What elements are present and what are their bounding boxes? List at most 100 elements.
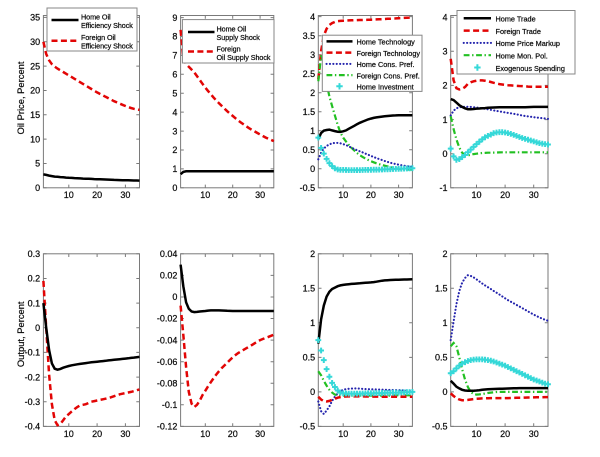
- svg-text:1.5: 1.5: [435, 284, 448, 294]
- svg-text:10: 10: [200, 190, 210, 200]
- svg-text:0.5: 0.5: [435, 353, 448, 363]
- svg-text:-0.04: -0.04: [157, 335, 178, 345]
- svg-text:-0.5: -0.5: [300, 422, 316, 432]
- svg-text:0: 0: [442, 387, 447, 397]
- svg-text:0.04: 0.04: [160, 249, 178, 259]
- svg-text:30: 30: [120, 429, 130, 439]
- svg-text:2: 2: [172, 145, 177, 155]
- svg-text:10: 10: [200, 429, 210, 439]
- svg-text:1: 1: [310, 318, 315, 328]
- svg-text:20: 20: [366, 429, 376, 439]
- svg-text:Oil Price, Percent: Oil Price, Percent: [15, 61, 26, 134]
- svg-text:0.02: 0.02: [160, 271, 178, 281]
- svg-text:3: 3: [310, 50, 315, 60]
- svg-text:Efficiency Shock: Efficiency Shock: [81, 21, 133, 30]
- svg-text:3: 3: [442, 47, 447, 57]
- svg-text:30: 30: [30, 37, 40, 47]
- svg-text:0.3: 0.3: [28, 249, 41, 259]
- svg-text:9: 9: [172, 13, 177, 23]
- svg-text:0: 0: [172, 292, 177, 302]
- svg-text:Output, Percent: Output, Percent: [15, 301, 26, 367]
- svg-text:10: 10: [471, 190, 481, 200]
- svg-text:Foreign Oil: Foreign Oil: [81, 33, 116, 42]
- svg-text:1: 1: [310, 126, 315, 136]
- svg-text:10: 10: [64, 429, 74, 439]
- svg-text:30: 30: [394, 429, 404, 439]
- svg-text:0.5: 0.5: [303, 353, 316, 363]
- svg-text:-1: -1: [439, 183, 447, 193]
- svg-text:1: 1: [442, 318, 447, 328]
- svg-text:0.2: 0.2: [28, 274, 41, 284]
- svg-text:3: 3: [172, 126, 177, 136]
- svg-text:1.5: 1.5: [303, 107, 316, 117]
- svg-text:0: 0: [35, 323, 40, 333]
- svg-text:Home Investment: Home Investment: [357, 83, 414, 92]
- svg-text:Home Trade: Home Trade: [496, 15, 536, 24]
- svg-text:1: 1: [172, 164, 177, 174]
- svg-text:35: 35: [30, 13, 40, 23]
- svg-text:-0.3: -0.3: [25, 397, 41, 407]
- svg-text:-0.02: -0.02: [157, 314, 178, 324]
- svg-text:30: 30: [529, 429, 539, 439]
- svg-text:5: 5: [35, 159, 40, 169]
- svg-text:Foreign Technology: Foreign Technology: [357, 49, 421, 58]
- svg-text:-0.1: -0.1: [162, 400, 178, 410]
- svg-text:-0.06: -0.06: [157, 357, 178, 367]
- svg-text:6: 6: [172, 70, 177, 80]
- svg-text:Home Price Markup: Home Price Markup: [496, 39, 560, 48]
- svg-text:Foreign Trade: Foreign Trade: [496, 27, 541, 36]
- svg-text:Home Mon. Pol.: Home Mon. Pol.: [496, 52, 548, 61]
- svg-text:Home Technology: Home Technology: [357, 38, 416, 47]
- svg-text:2.5: 2.5: [303, 69, 316, 79]
- svg-text:2: 2: [310, 249, 315, 259]
- svg-text:20: 20: [500, 429, 510, 439]
- svg-text:30: 30: [120, 190, 130, 200]
- svg-text:3.5: 3.5: [303, 31, 316, 41]
- svg-text:-0.4: -0.4: [25, 422, 41, 432]
- svg-text:10: 10: [64, 190, 74, 200]
- svg-text:Efficiency Shock: Efficiency Shock: [81, 42, 133, 51]
- svg-text:25: 25: [30, 61, 40, 71]
- svg-text:10: 10: [30, 134, 40, 144]
- svg-text:Home Oil: Home Oil: [81, 12, 111, 21]
- svg-text:20: 20: [500, 190, 510, 200]
- svg-text:20: 20: [30, 86, 40, 96]
- svg-text:-0.2: -0.2: [25, 372, 41, 382]
- svg-text:4: 4: [442, 12, 447, 22]
- svg-text:30: 30: [255, 429, 265, 439]
- svg-text:15: 15: [30, 110, 40, 120]
- svg-text:0.5: 0.5: [303, 145, 316, 155]
- svg-text:7: 7: [172, 51, 177, 61]
- svg-text:2: 2: [310, 88, 315, 98]
- svg-text:4: 4: [172, 107, 177, 117]
- svg-text:10: 10: [471, 429, 481, 439]
- svg-text:10: 10: [338, 429, 348, 439]
- svg-text:Home Cons. Pref.: Home Cons. Pref.: [357, 60, 415, 69]
- svg-text:-0.5: -0.5: [300, 183, 316, 193]
- svg-text:Foreign: Foreign: [217, 44, 241, 53]
- svg-text:0: 0: [35, 183, 40, 193]
- svg-text:2: 2: [442, 249, 447, 259]
- svg-text:30: 30: [255, 190, 265, 200]
- svg-text:0.1: 0.1: [28, 298, 41, 308]
- svg-text:10: 10: [338, 190, 348, 200]
- svg-text:1.5: 1.5: [303, 284, 316, 294]
- svg-text:4: 4: [310, 12, 315, 22]
- svg-text:Foreign Cons. Pref.: Foreign Cons. Pref.: [357, 71, 420, 80]
- svg-text:-0.5: -0.5: [432, 422, 448, 432]
- svg-text:Exogenous Spending: Exogenous Spending: [496, 64, 565, 73]
- svg-text:1: 1: [442, 115, 447, 125]
- svg-text:Home Oil: Home Oil: [217, 24, 247, 33]
- svg-text:30: 30: [394, 190, 404, 200]
- svg-text:-0.1: -0.1: [25, 348, 41, 358]
- svg-text:20: 20: [366, 190, 376, 200]
- svg-text:-0.08: -0.08: [157, 378, 178, 388]
- svg-text:0: 0: [442, 149, 447, 159]
- svg-text:30: 30: [529, 190, 539, 200]
- svg-text:0: 0: [172, 183, 177, 193]
- svg-text:20: 20: [228, 190, 238, 200]
- svg-text:20: 20: [228, 429, 238, 439]
- svg-text:0: 0: [310, 387, 315, 397]
- svg-text:-0.12: -0.12: [157, 422, 178, 432]
- svg-text:0: 0: [310, 164, 315, 174]
